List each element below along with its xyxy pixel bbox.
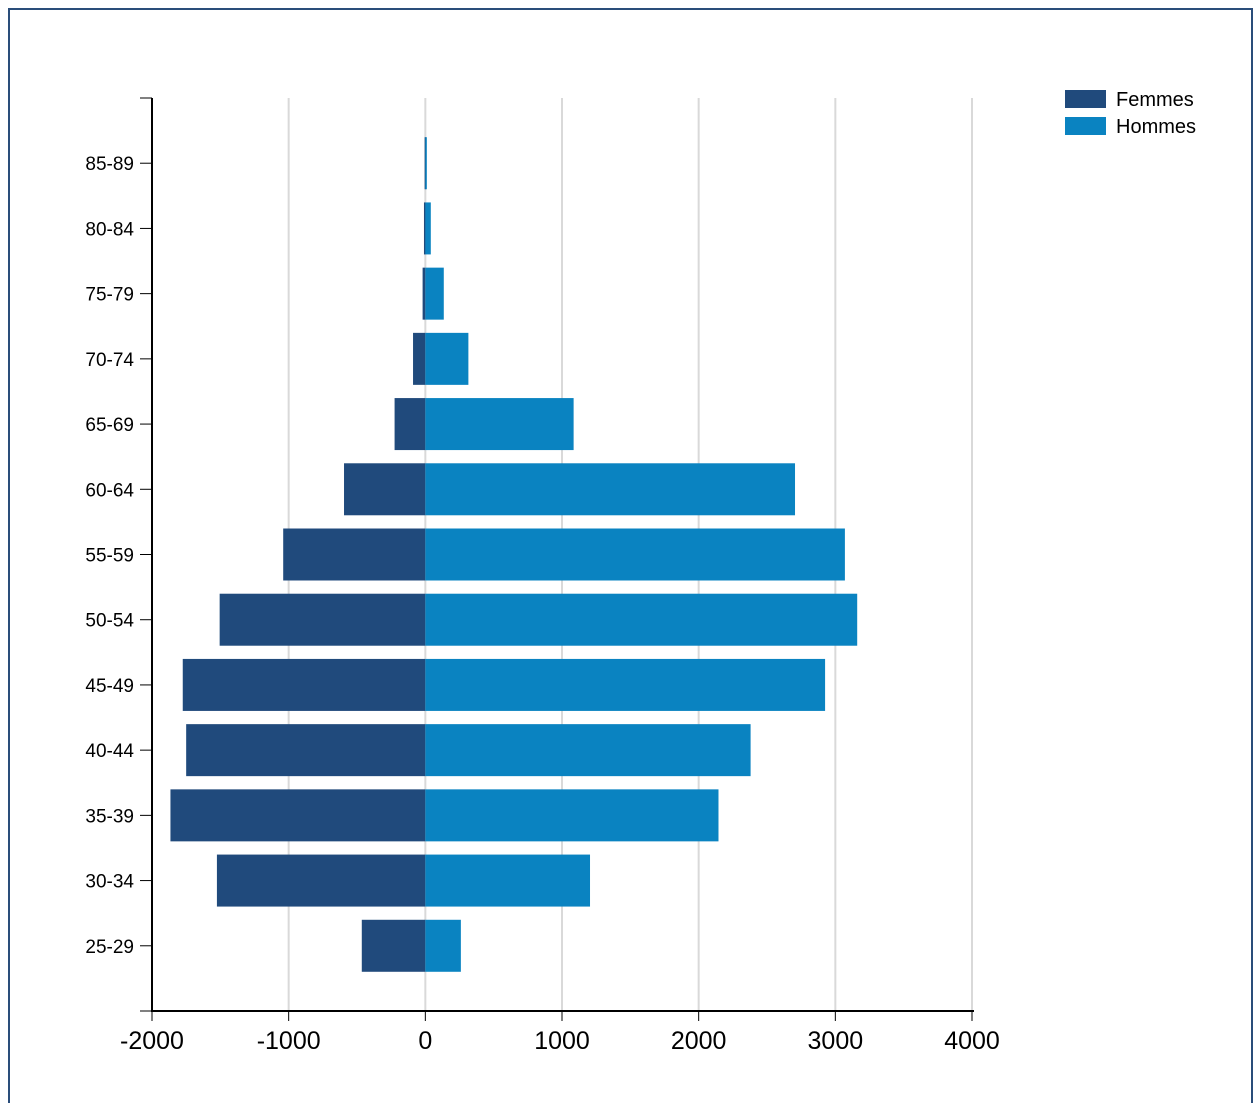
bar-hommes-60-64 <box>425 463 796 516</box>
y-tick-label: 60-64 <box>85 480 134 501</box>
x-tick-label: -1000 <box>257 1027 321 1055</box>
y-tick-label: 50-54 <box>85 611 134 632</box>
y-tick-label: 45-49 <box>85 676 134 697</box>
y-tick-label: 70-74 <box>85 350 134 371</box>
bar-hommes-70-74 <box>425 332 469 385</box>
bar-femmes-30-34 <box>216 854 426 907</box>
x-tick-label: -2000 <box>120 1027 184 1055</box>
x-tick-label: 3000 <box>808 1027 864 1055</box>
bar-hommes-75-79 <box>425 267 444 320</box>
bar-femmes-50-54 <box>219 593 426 646</box>
y-tick-label: 35-39 <box>85 806 134 827</box>
bar-hommes-40-44 <box>425 724 751 777</box>
x-tick-label: 4000 <box>944 1027 1000 1055</box>
y-tick-label: 40-44 <box>85 741 134 762</box>
bar-hommes-80-84 <box>425 202 431 255</box>
legend-label-femmes: Femmes <box>1116 89 1194 111</box>
bar-femmes-45-49 <box>182 658 426 711</box>
bar-femmes-65-69 <box>394 398 426 451</box>
x-ticks: -2000 -1000 0 1000 2000 3000 4000 <box>120 1011 1000 1055</box>
bar-hommes-35-39 <box>425 789 719 842</box>
legend-label-hommes: Hommes <box>1116 116 1196 138</box>
bars <box>170 137 858 972</box>
bar-hommes-55-59 <box>425 528 845 581</box>
x-tick-label: 0 <box>418 1027 432 1055</box>
y-tick-label: 25-29 <box>85 937 134 958</box>
bar-hommes-50-54 <box>425 593 858 646</box>
y-tick-label: 85-89 <box>85 154 134 175</box>
bar-hommes-45-49 <box>425 658 826 711</box>
y-tick-label: 65-69 <box>85 415 134 436</box>
x-tick-label: 2000 <box>671 1027 727 1055</box>
bar-femmes-35-39 <box>170 789 426 842</box>
bar-hommes-30-34 <box>425 854 591 907</box>
bar-hommes-25-29 <box>425 919 461 972</box>
y-ticks: 25-29 30-34 35-39 40-44 45-49 50-54 55-59 60-64… <box>85 97 152 1012</box>
bar-femmes-60-64 <box>344 463 426 516</box>
bar-femmes-75-79 <box>422 267 426 320</box>
x-tick-label: 1000 <box>534 1027 590 1055</box>
bar-hommes-65-69 <box>425 398 574 451</box>
bar-femmes-55-59 <box>283 528 426 581</box>
bar-femmes-25-29 <box>361 919 426 972</box>
bar-femmes-40-44 <box>186 724 426 777</box>
y-tick-label: 80-84 <box>85 219 134 240</box>
y-tick-label: 30-34 <box>85 872 134 893</box>
bar-femmes-70-74 <box>413 332 426 385</box>
legend: Femmes Hommes <box>1065 89 1196 138</box>
bar-hommes-85-89 <box>425 137 427 190</box>
legend-swatch-femmes <box>1065 90 1106 108</box>
y-tick-label: 75-79 <box>85 285 134 306</box>
bar-femmes-80-84 <box>423 202 426 255</box>
legend-swatch-hommes <box>1065 117 1106 135</box>
y-tick-label: 55-59 <box>85 546 134 567</box>
